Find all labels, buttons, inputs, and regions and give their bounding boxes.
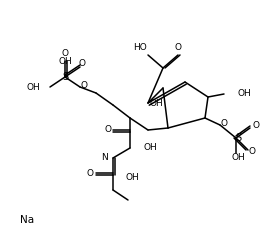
Text: O: O	[62, 50, 69, 59]
Text: N: N	[101, 153, 108, 163]
Text: OH: OH	[231, 153, 245, 163]
Text: OH: OH	[150, 98, 164, 108]
Text: O: O	[79, 59, 85, 68]
Text: O: O	[175, 43, 182, 52]
Text: O: O	[221, 118, 227, 127]
Text: O: O	[253, 122, 260, 131]
Text: OH: OH	[143, 143, 157, 152]
Text: O: O	[105, 126, 111, 135]
Text: OH: OH	[125, 173, 139, 182]
Text: S: S	[235, 133, 241, 143]
Text: S: S	[62, 72, 68, 82]
Text: OH: OH	[237, 89, 251, 98]
Text: OH: OH	[58, 58, 72, 67]
Text: Na: Na	[20, 215, 34, 225]
Text: O: O	[80, 81, 88, 90]
Text: OH: OH	[26, 83, 40, 92]
Text: O: O	[249, 148, 256, 156]
Text: O: O	[86, 169, 93, 177]
Text: HO: HO	[133, 43, 147, 52]
